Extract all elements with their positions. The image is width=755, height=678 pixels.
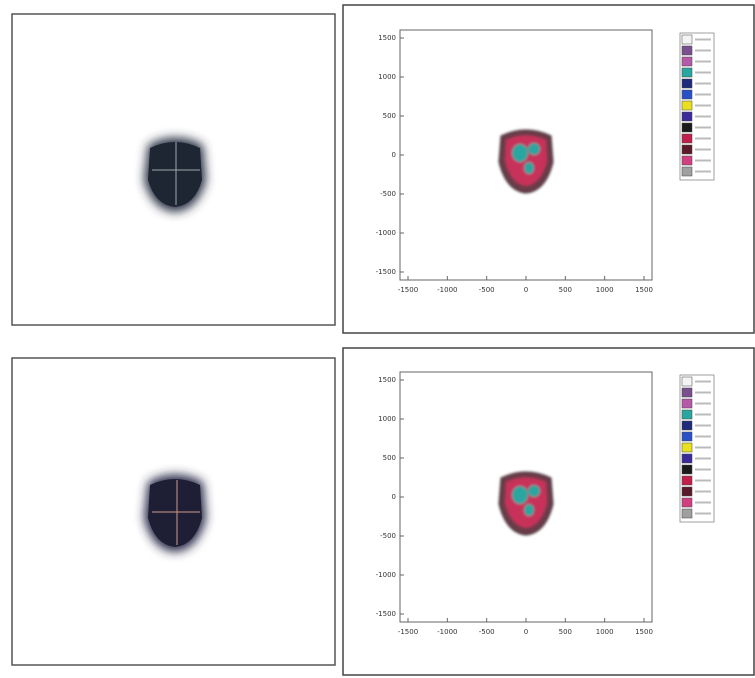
legend-swatch [682, 410, 692, 419]
figure: -1500 -1000 -500 0 500 1000 1500 1500 1000 500 0 -5… [0, 0, 755, 678]
x-tick-label: -1500 [398, 286, 418, 294]
y-tick-label: 500 [383, 454, 396, 462]
legend-swatch [682, 487, 692, 496]
legend-swatch [682, 432, 692, 441]
legend-swatch [682, 134, 692, 143]
x-tick-label: -1500 [398, 628, 418, 636]
y-tick-label: 0 [392, 151, 396, 159]
legend-swatch [682, 46, 692, 55]
legend-swatch [682, 167, 692, 176]
legend-swatch [682, 454, 692, 463]
x-tick-label: 1500 [635, 286, 653, 294]
x-tick-label: 0 [524, 628, 528, 636]
legend-swatch [682, 123, 692, 132]
x-tick-label: 1500 [635, 628, 653, 636]
legend-swatch [682, 421, 692, 430]
contour-core [528, 485, 540, 497]
legend-swatch [682, 498, 692, 507]
y-tick-label: -500 [380, 190, 396, 198]
x-tick-label: 500 [559, 286, 572, 294]
legend-swatch [682, 465, 692, 474]
y-tick-label: 500 [383, 112, 396, 120]
x-tick-label: 1000 [596, 628, 614, 636]
y-tick-label: -500 [380, 532, 396, 540]
x-tick-label: -1000 [437, 286, 457, 294]
x-tick-label: -1000 [437, 628, 457, 636]
x-tick-label: -500 [479, 286, 495, 294]
x-tick-label: 500 [559, 628, 572, 636]
legend-swatch [682, 399, 692, 408]
y-tick-label: -1500 [376, 268, 396, 276]
legend-swatch [682, 443, 692, 452]
contour-core [524, 504, 534, 516]
y-tick-label: 0 [392, 493, 396, 501]
legend-swatch [682, 101, 692, 110]
legend-swatch [682, 35, 692, 44]
legend-swatch [682, 79, 692, 88]
contour-core [524, 162, 534, 174]
y-tick-label: 1500 [378, 376, 396, 384]
legend-swatch [682, 388, 692, 397]
y-tick-label: -1000 [376, 229, 396, 237]
x-tick-label: 1000 [596, 286, 614, 294]
contour-core [512, 144, 528, 162]
y-tick-label: -1500 [376, 610, 396, 618]
legend-swatch [682, 156, 692, 165]
legend-swatch [682, 57, 692, 66]
y-tick-label: 1500 [378, 34, 396, 42]
x-tick-label: -500 [479, 628, 495, 636]
y-tick-label: 1000 [378, 415, 396, 423]
legend-swatch [682, 476, 692, 485]
contour-core [512, 486, 528, 504]
legend-swatch [682, 509, 692, 518]
legend-swatch [682, 145, 692, 154]
figure-canvas: -1500 -1000 -500 0 500 1000 1500 1500 1000 500 0 -5… [0, 0, 755, 678]
x-tick-label: 0 [524, 286, 528, 294]
contour-core [528, 143, 540, 155]
legend-swatch [682, 68, 692, 77]
y-tick-label: 1000 [378, 73, 396, 81]
legend-swatch [682, 112, 692, 121]
legend-swatch [682, 377, 692, 386]
legend-swatch [682, 90, 692, 99]
y-tick-label: -1000 [376, 571, 396, 579]
